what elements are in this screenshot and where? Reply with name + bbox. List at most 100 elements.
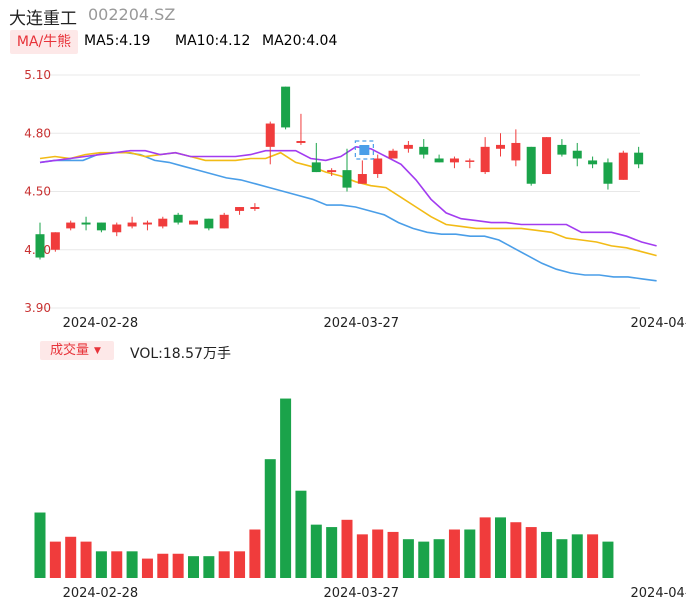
volume-readout: VOL:18.57万手	[130, 346, 231, 362]
date-tick-label: 2024-02-28	[63, 586, 139, 601]
candle-body	[449, 158, 459, 163]
volume-bar	[571, 534, 583, 578]
candle-body	[618, 152, 628, 180]
ma10-value: MA10:4.12	[175, 33, 251, 49]
candle-body	[204, 218, 214, 229]
volume-bar	[95, 551, 107, 578]
candle-body	[66, 222, 76, 229]
candle-body	[265, 123, 275, 147]
candle-body	[511, 142, 521, 161]
candle-body	[158, 218, 168, 227]
date-tick-label: 2024-04-25	[631, 316, 686, 331]
volume-indicator-selector[interactable]: 成交量 ▼	[40, 341, 114, 360]
volume-bar	[203, 556, 215, 578]
volume-bar	[541, 531, 553, 578]
candle-body	[142, 222, 152, 225]
volume-bar	[433, 539, 445, 578]
volume-bar	[49, 541, 61, 578]
price-gridlines	[40, 74, 640, 309]
candle-body	[480, 146, 490, 173]
ma20-value: MA20:4.04	[262, 33, 338, 49]
volume-bar	[310, 524, 322, 578]
candle-body	[388, 150, 398, 159]
volume-bar	[111, 551, 123, 578]
candle-body	[434, 158, 444, 163]
candle-body	[173, 214, 183, 223]
candle-body	[373, 158, 383, 175]
price-tick-label: 5.10	[24, 68, 51, 82]
candle-body	[403, 144, 413, 149]
volume-bar	[234, 551, 246, 578]
candle-body	[250, 207, 260, 209]
volume-bar	[372, 529, 384, 578]
price-tick-label: 3.90	[24, 301, 51, 315]
volume-bar	[556, 539, 568, 578]
candle-body	[342, 170, 352, 188]
candle-body	[127, 222, 137, 227]
candle-body	[603, 162, 613, 184]
candle-body	[327, 170, 337, 173]
candle-body	[419, 146, 429, 155]
volume-bar	[402, 539, 414, 578]
price-tick-label: 4.50	[24, 185, 51, 199]
volume-bar	[464, 529, 476, 578]
candle-body	[634, 152, 644, 165]
candle-body	[311, 162, 321, 173]
volume-bar	[141, 558, 153, 578]
candle-body	[465, 160, 475, 162]
volume-bar	[341, 519, 353, 578]
candle-body	[35, 234, 45, 258]
dropdown-arrow-icon: ▼	[94, 346, 101, 356]
volume-bar	[280, 398, 292, 578]
volume-bar	[495, 517, 506, 578]
crosshair-frame	[354, 140, 374, 160]
ma-indicator-selector[interactable]: MA/牛熊	[10, 30, 78, 54]
crosshair-marker-icon[interactable]	[354, 140, 374, 160]
volume-bar	[510, 522, 522, 578]
ma5-line	[39, 145, 657, 247]
volume-bar	[295, 490, 307, 578]
candle-body	[219, 214, 229, 229]
crosshair-dot	[359, 145, 370, 155]
volume-bar	[172, 553, 184, 578]
volume-bar-series	[34, 398, 614, 578]
candle-body	[296, 141, 306, 143]
volume-bar	[602, 541, 614, 578]
volume-bar	[326, 527, 338, 578]
volume-bar	[218, 551, 230, 578]
volume-tag-label: 成交量	[50, 343, 90, 358]
date-tick-label: 2024-02-28	[63, 316, 139, 331]
candle-body	[81, 222, 91, 225]
candle-body	[96, 222, 106, 231]
candle-body	[357, 174, 367, 184]
volume-bar	[157, 553, 169, 578]
candle-body	[496, 144, 505, 149]
volume-bar	[525, 527, 537, 578]
price-axis-ticks: 5.104.804.504.203.90	[24, 68, 51, 315]
candle-body	[50, 232, 60, 250]
volume-bar	[264, 459, 276, 578]
volume-bar	[356, 534, 368, 578]
candle-body	[557, 144, 567, 155]
stock-code: 002204.SZ	[88, 5, 176, 24]
date-tick-label: 2024-03-27	[324, 586, 400, 601]
volume-bar	[387, 531, 399, 578]
stock-name: 大连重工	[9, 9, 77, 29]
volume-bar	[126, 551, 138, 578]
volume-bar	[80, 541, 92, 578]
candle-body	[588, 160, 598, 165]
candle-body	[526, 146, 536, 184]
price-tick-label: 4.80	[24, 126, 51, 140]
candlestick-series	[35, 86, 644, 260]
candle-body	[572, 150, 582, 159]
candle-body	[281, 86, 291, 128]
date-tick-label: 2024-03-27	[324, 316, 400, 331]
volume-bar	[418, 541, 430, 578]
volume-bar	[34, 512, 46, 578]
volume-bar	[448, 529, 460, 578]
volume-bar	[249, 529, 261, 578]
ma5-value: MA5:4.19	[84, 33, 151, 49]
candle-body	[235, 207, 245, 211]
volume-bar	[587, 534, 599, 578]
